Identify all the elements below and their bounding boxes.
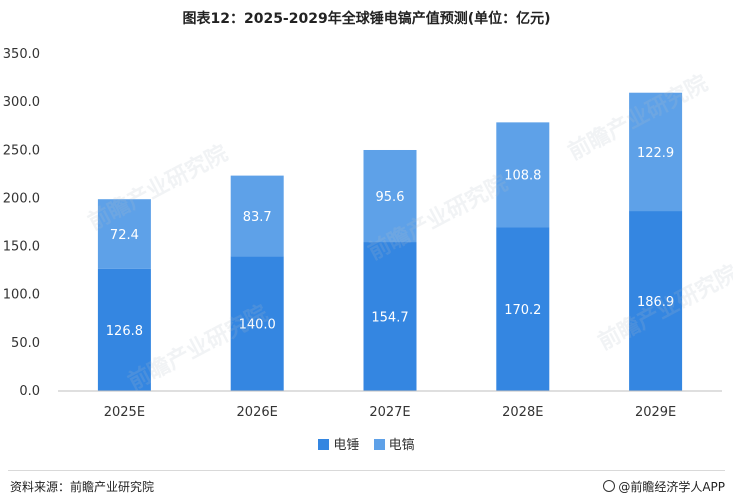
y-tick-label: 250.0 [3, 143, 40, 158]
legend-swatch-series1 [318, 439, 330, 450]
bars-group: 126.8 72.4 140.0 83.7 154.7 95.6 170.2 108.8 186… [97, 92, 683, 391]
brand-text: @前瞻经济学人APP [603, 478, 725, 495]
bar-series2 [496, 122, 550, 228]
bar-series2 [97, 199, 151, 269]
brand-label: @前瞻经济学人APP [618, 480, 725, 494]
bar-series1 [629, 211, 683, 391]
y-tick-label: 350.0 [3, 47, 40, 62]
legend-swatch-series2 [373, 439, 385, 450]
bar-series1 [97, 268, 151, 391]
data-label-series1: 186.9 [637, 295, 674, 310]
x-tick-label: 2026E [237, 405, 278, 420]
y-axis: 0.0 50.0 100.0 150.0 200.0 250.0 300.0 350.0 [3, 47, 40, 399]
y-tick-label: 150.0 [3, 240, 40, 255]
data-label-series1: 126.8 [106, 324, 143, 339]
bar-series2 [230, 175, 284, 257]
brand-logo-icon [603, 480, 616, 492]
x-tick-label: 2029E [635, 405, 676, 420]
y-tick-label: 50.0 [11, 336, 40, 351]
x-tick-label: 2027E [369, 405, 410, 420]
bar-chart: 0.0 50.0 100.0 150.0 200.0 250.0 300.0 350.0 12… [3, 47, 722, 420]
bar-series1 [496, 227, 550, 391]
y-tick-label: 0.0 [19, 384, 40, 399]
legend-item-series1: 电锤 [318, 434, 359, 453]
y-tick-label: 200.0 [3, 191, 40, 206]
legend-item-series2: 电镐 [373, 434, 415, 453]
bar-series1 [230, 256, 284, 391]
data-label-series2: 72.4 [110, 228, 139, 243]
y-tick-label: 100.0 [3, 288, 40, 303]
legend-label-series1: 电锤 [333, 438, 360, 453]
bar-series2 [363, 149, 417, 243]
data-label-series2: 108.8 [504, 169, 541, 184]
footer-divider [8, 470, 725, 471]
data-label-series2: 122.9 [637, 146, 674, 161]
data-label-series2: 95.6 [376, 190, 405, 205]
bar-series1 [363, 242, 417, 391]
y-tick-label: 300.0 [3, 95, 40, 110]
bar-series2 [629, 92, 683, 212]
x-tick-label: 2028E [502, 405, 543, 420]
data-label-series2: 83.7 [243, 210, 272, 225]
chart-title: 图表12：2025-2029年全球锤电镐产值预测(单位：亿元) [182, 11, 551, 27]
legend-label-series2: 电镐 [388, 438, 415, 453]
legend: 电锤 电镐 [0, 434, 733, 453]
data-label-series1: 154.7 [371, 311, 408, 326]
data-label-series1: 170.2 [504, 303, 541, 318]
source-text: 资料来源：前瞻产业研究院 [10, 480, 155, 494]
x-axis: 2025E 2026E 2027E 2028E 2029E [58, 390, 722, 420]
data-label-series1: 140.0 [239, 318, 276, 333]
footer: 资料来源：前瞻产业研究院 @前瞻经济学人APP [0, 464, 733, 503]
x-tick-label: 2025E [104, 405, 145, 420]
